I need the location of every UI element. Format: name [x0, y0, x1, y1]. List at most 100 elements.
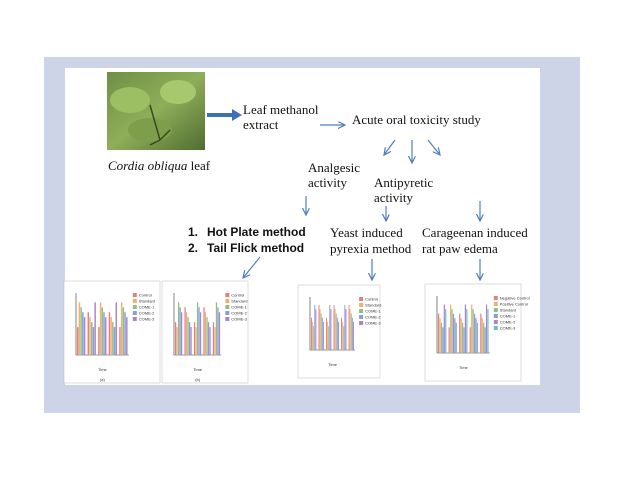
thumbnail-bar: [483, 322, 485, 353]
antipyretic: Antipyretic: [374, 175, 433, 190]
thumbnail-bar: [187, 317, 189, 355]
thumbnail-bar: [120, 302, 123, 355]
legend-label: COME-1: [500, 314, 516, 319]
legend-label: Control: [365, 297, 378, 302]
legend-label: COME-3: [139, 317, 155, 322]
thumbnail-bar: [90, 322, 93, 355]
thumbnail-bar: [196, 302, 199, 355]
legend-label: COME-2: [231, 311, 247, 316]
analgesic: activity: [308, 175, 347, 190]
thumbnail-bar: [179, 307, 181, 355]
arrow: [384, 139, 396, 155]
thumbnail-bar: [112, 322, 114, 355]
thumbnail-bar: [473, 313, 476, 353]
method-num: 1.: [188, 225, 198, 239]
thumbnail-bar: [469, 327, 471, 353]
method: Tail Flick method: [207, 241, 304, 255]
thumbnail-bar: [206, 317, 208, 355]
thumbnail-bar: [333, 304, 335, 350]
thumbnail-bar: [119, 327, 121, 355]
legend-label: COME-1: [365, 309, 381, 314]
thumbnail-bar: [215, 302, 218, 355]
thumbnail-bar: [177, 302, 180, 355]
legend-label: COME-2: [365, 315, 381, 320]
legend-label: Positive Control: [500, 302, 528, 307]
thumbnail-bar: [351, 317, 353, 350]
method: Hot Plate method: [207, 225, 306, 239]
thumbnail-bar: [87, 312, 90, 355]
arrow: [427, 139, 440, 155]
thumbnail-bar: [330, 309, 332, 350]
thumbnail-bar: [484, 327, 486, 353]
thumbnail-bar: [485, 304, 488, 353]
thumbnail-bar: [89, 317, 91, 355]
axis-label: Time: [459, 365, 469, 370]
thumbnail-bar: [440, 322, 443, 353]
carageenan: Carageenan induced: [422, 225, 528, 240]
legend-swatch: [132, 305, 137, 309]
thumbnail-bar: [337, 321, 339, 350]
legend-swatch: [225, 305, 230, 309]
analgesic: Analgesic: [308, 160, 360, 175]
thumbnail-bar: [481, 318, 483, 353]
thumbnail-bar: [82, 312, 84, 355]
toxicity: Acute oral toxicity study: [352, 112, 481, 127]
thumbnail-bar: [459, 313, 461, 353]
legend-swatch: [132, 317, 137, 321]
thumbnail-bar: [217, 307, 219, 355]
thumbnail-bar: [110, 317, 112, 355]
legend-swatch: [225, 317, 230, 321]
thumbnail-bar: [329, 304, 331, 350]
thumbnail-bar: [203, 307, 205, 355]
thumbnail-bar: [461, 322, 464, 353]
thumbnail-bar: [463, 327, 465, 353]
legend-swatch: [132, 299, 137, 303]
thumbnail-bar: [350, 313, 352, 350]
thumbnail-bar: [190, 327, 192, 355]
thumbnail-bar: [314, 304, 316, 350]
thumbnail-bar: [343, 326, 345, 350]
thumbnail-bar: [199, 312, 202, 355]
thumbnail-bar: [99, 302, 102, 355]
thumbnail-bar: [124, 312, 126, 355]
thumbnail-bar: [312, 321, 314, 350]
yeast: pyrexia method: [330, 241, 412, 256]
thumbnail-bar: [439, 318, 441, 353]
thumbnail-bar: [320, 313, 322, 350]
legend-label: COME-3: [231, 317, 247, 322]
thumbnail-bar: [327, 321, 329, 350]
thumbnail-caption: (a): [100, 377, 106, 382]
thumbnail-bar: [214, 327, 216, 355]
legend-label: COME-2: [139, 311, 155, 316]
legend-label: Standard: [365, 303, 381, 308]
thumbnails: ControlStandardCOME-1COME-2COME-3Time(a)…: [63, 280, 530, 384]
thumbnail-bar: [175, 322, 177, 355]
legend-swatch: [493, 320, 498, 324]
thumbnail-bar: [319, 309, 321, 350]
thumbnail-bar: [344, 304, 346, 350]
thumbnail-bar: [445, 309, 447, 353]
thumbnail-bar: [322, 321, 324, 350]
thumbnail-bar: [126, 317, 128, 355]
thumbnail-bar: [455, 322, 457, 353]
thumbnail-bar: [313, 326, 315, 350]
axis-label: Time: [193, 367, 203, 372]
thumbnail-bar: [475, 318, 477, 353]
legend-swatch: [359, 315, 364, 319]
yeast: Yeast induced: [330, 225, 403, 240]
thumbnail-bar: [176, 327, 178, 355]
thumbnail-axes: [309, 297, 356, 351]
thumbnail-bar: [77, 327, 79, 355]
thumbnail-bar: [334, 309, 336, 350]
thumbnail-bar: [80, 307, 82, 355]
legend-label: Control: [139, 293, 152, 298]
leaf-photo: [107, 72, 205, 150]
thumbnail-bar: [345, 309, 347, 350]
legend-swatch: [493, 296, 498, 300]
thumbnail-bar: [184, 307, 186, 355]
legend-label: COME-1: [231, 305, 247, 310]
thumbnail-bar: [104, 317, 107, 355]
legend-label: Control: [231, 293, 244, 298]
thumbnail-bar: [466, 309, 468, 353]
